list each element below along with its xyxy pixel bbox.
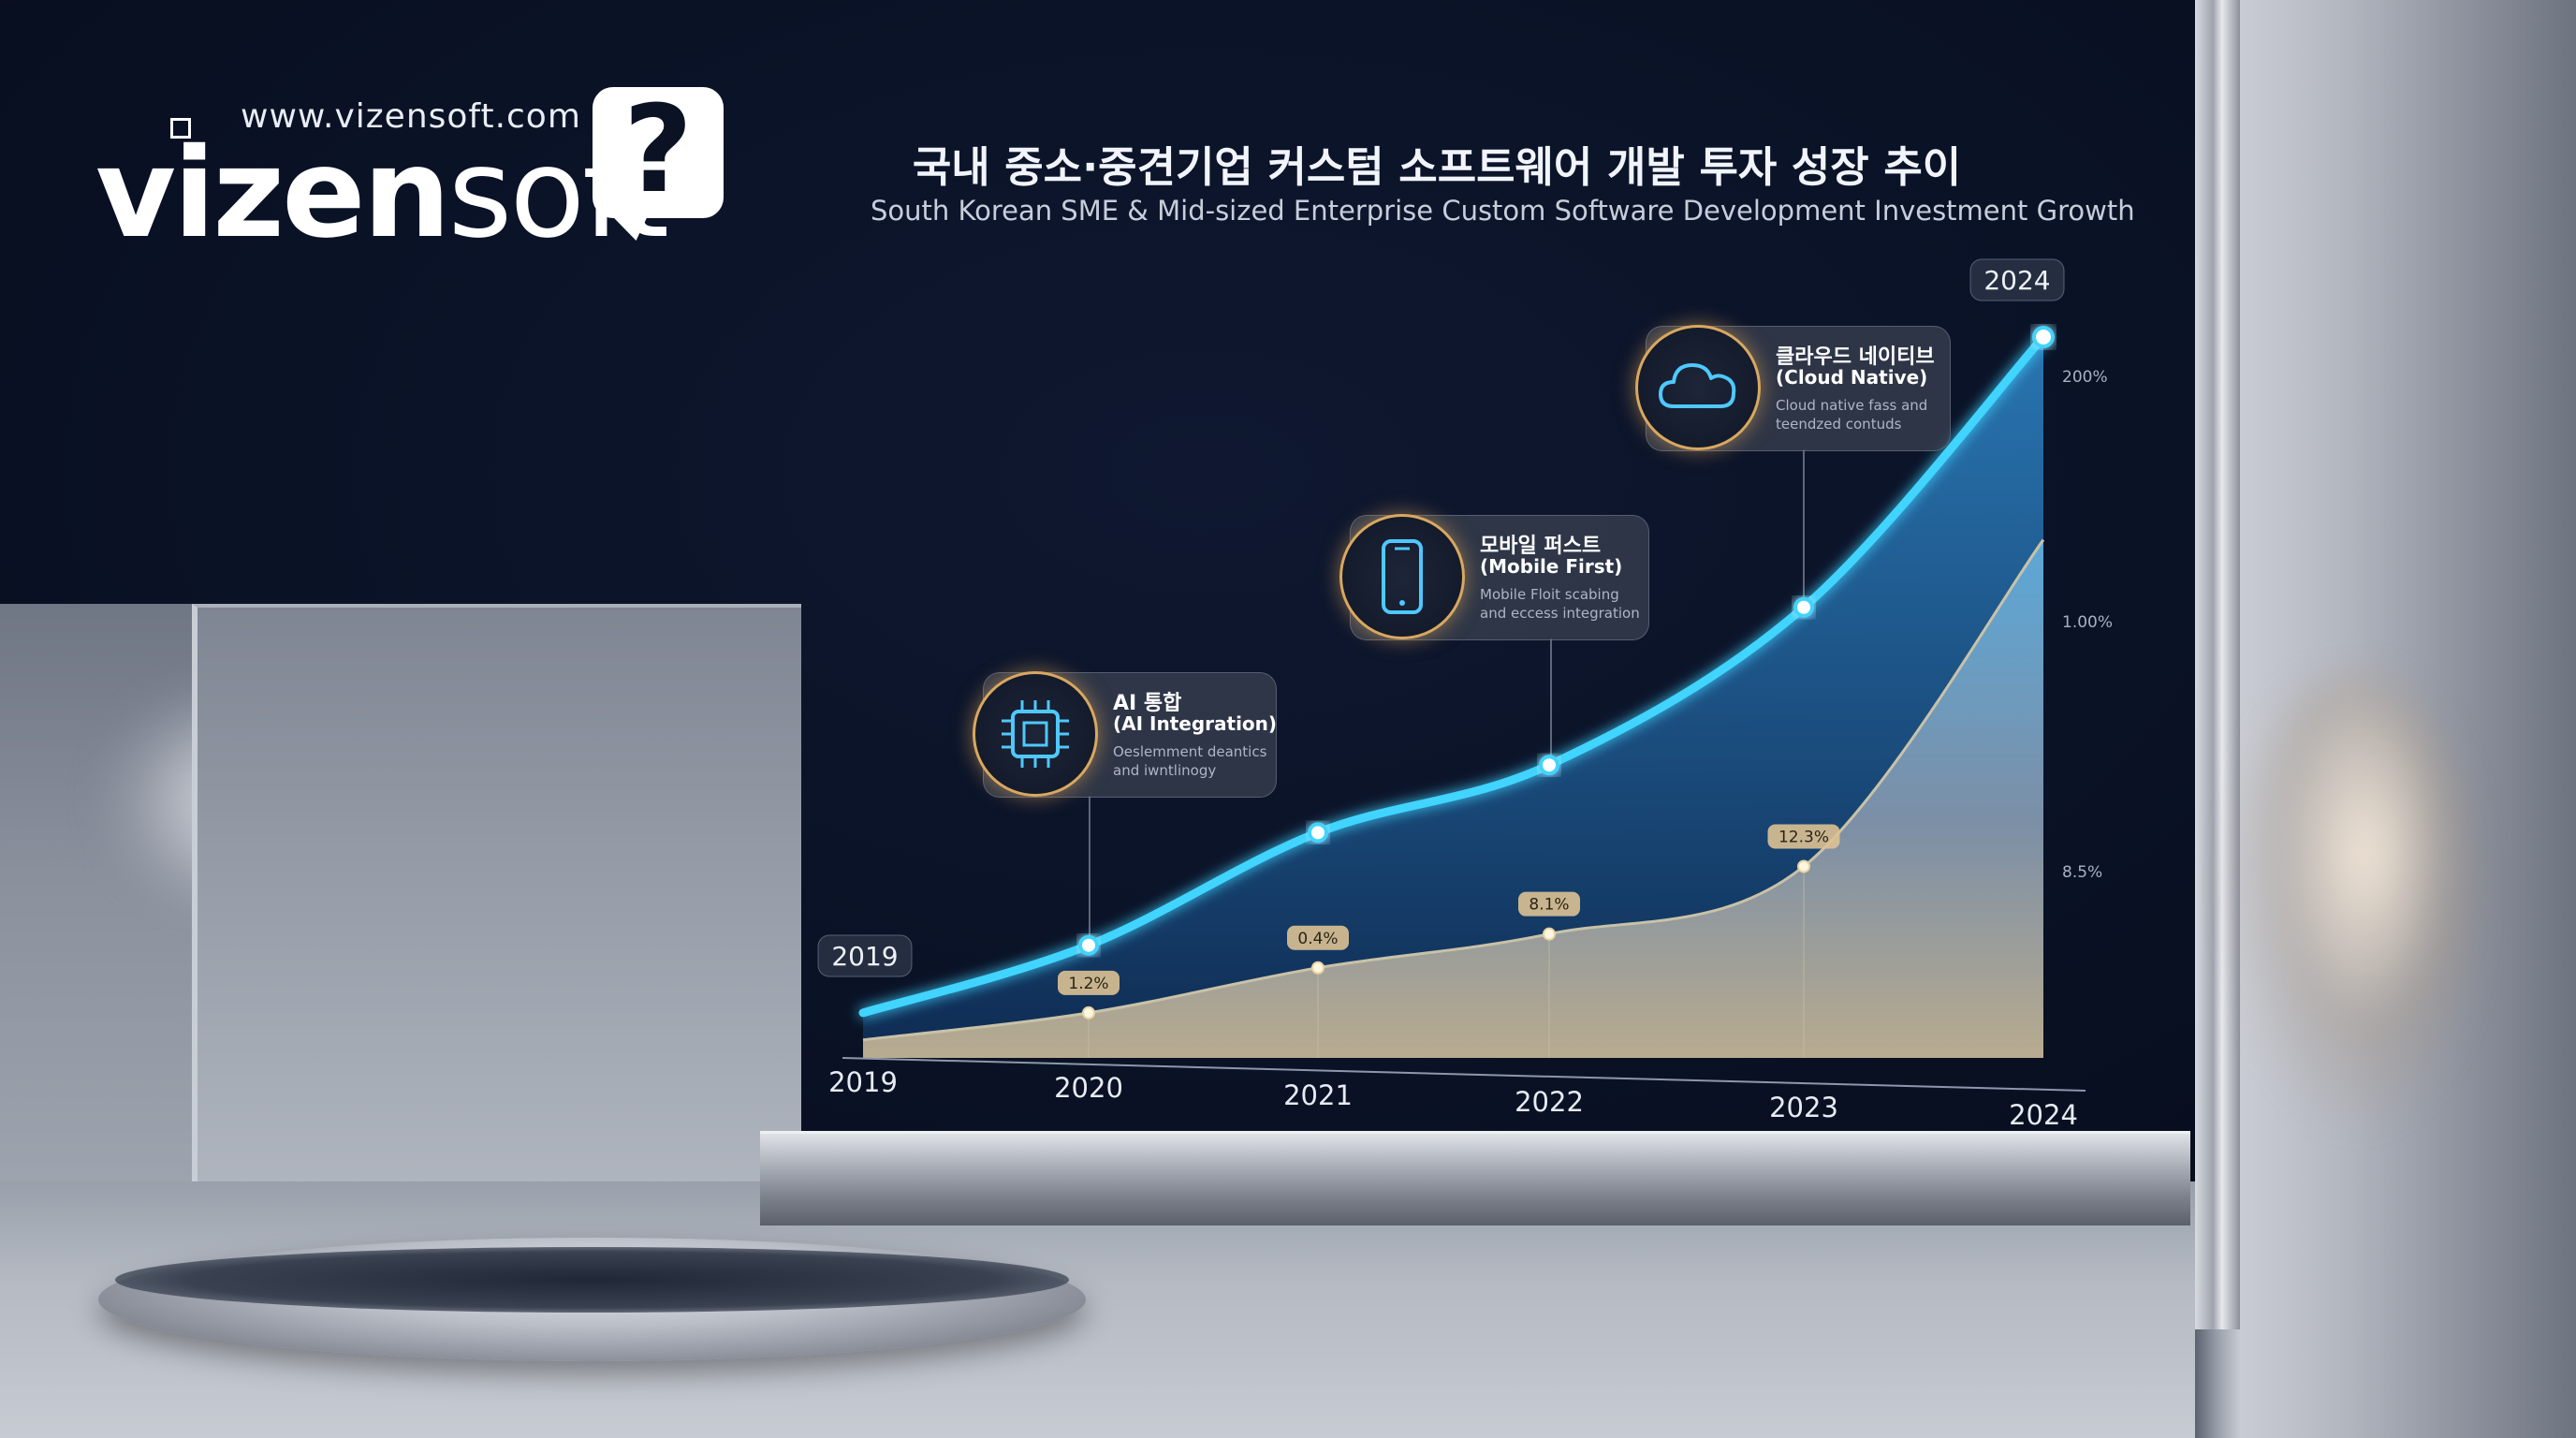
lower-area: [863, 539, 2043, 1058]
x-tick-label: 2024: [2009, 1099, 2078, 1131]
lower-series-line: [862, 538, 2045, 1042]
x-tick-label: 2019: [828, 1066, 898, 1098]
logo-bold-text: vizen: [95, 122, 451, 266]
value-label: 8.1%: [1529, 896, 1569, 915]
glass-pane: [192, 604, 801, 1282]
year-pill: [817, 934, 913, 977]
callout-description-line: Mobile Floit scabing: [1480, 586, 1619, 603]
callout-label-ko: AI 통합: [1113, 692, 1182, 715]
callout-label-en: (Cloud Native): [1776, 366, 1928, 389]
screen-frame-edge: [2195, 0, 2240, 1329]
callout-description: Oeslemment deantics and iwntlinogy: [1113, 742, 1266, 780]
callout-label-en: (AI Integration): [1113, 712, 1278, 735]
upper-point: [1539, 755, 1559, 776]
side-panel: [2195, 0, 2576, 1438]
upper-area: [863, 337, 2043, 1058]
year-pill: [1969, 258, 2065, 301]
x-axis-line: [842, 1057, 2086, 1092]
value-pill: [1767, 824, 1840, 849]
year-pill-label: 2024: [1983, 265, 2050, 296]
callout-description-line: and eccess integration: [1480, 605, 1640, 622]
value-label: 0.4%: [1297, 930, 1338, 948]
callout-mobile-first: 모바일 퍼스트 (Mobile First) Mobile Floit scabin…: [1339, 514, 1649, 640]
callout-description: Mobile Floit scabing and eccess integrati…: [1480, 585, 1640, 623]
lower-point: [1543, 927, 1556, 941]
callout-label-ko: 모바일 퍼스트: [1480, 535, 1602, 558]
x-tick-label: 2021: [1283, 1079, 1353, 1111]
chip-icon: [973, 671, 1098, 797]
x-tick-label: 2022: [1515, 1086, 1584, 1118]
y-tick-label: 1.00%: [2062, 613, 2113, 632]
upper-point: [2032, 326, 2055, 348]
x-tick-label: 2020: [1054, 1072, 1123, 1104]
callout-description-line: and iwntlinogy: [1113, 762, 1217, 779]
callout-description: Cloud native fass and teendzed contuds: [1776, 396, 1927, 433]
lower-point: [1082, 1005, 1095, 1020]
value-pill: [1287, 925, 1349, 950]
callout-description-line: teendzed contuds: [1776, 416, 1902, 433]
callout-ai-integration: AI 통합 (AI Integration) Oeslemment deantics…: [973, 671, 1278, 798]
glass-panel: [0, 604, 801, 1282]
background-bokeh: [2232, 674, 2476, 1123]
y-tick-label: 200%: [2062, 368, 2108, 387]
y-tick-label: 8.5%: [2062, 863, 2102, 882]
year-pill-label: 2019: [831, 941, 898, 972]
callout-label-en: (Mobile First): [1480, 555, 1623, 578]
callout-description-line: Oeslemment deantics: [1113, 743, 1267, 760]
growth-chart: 2019 2020 2021 2022 2023 2024 200% 1.00% 8.5% 1.2…: [817, 258, 2113, 1131]
lower-point: [1797, 859, 1810, 873]
value-pill: [1518, 891, 1580, 917]
callout-label-ko: 클라우드 네이티브: [1776, 345, 1935, 369]
upper-point: [1078, 934, 1099, 956]
callout-description-line: Cloud native fass and: [1776, 397, 1928, 414]
upper-point: [1308, 822, 1328, 844]
value-pill: [1058, 970, 1120, 995]
cloud-icon: [1635, 325, 1761, 450]
value-label: 12.3%: [1778, 828, 1829, 846]
chart-title: 국내 중소·중견기업 커스텀 소프트웨어 개발 투자 성장 추이: [912, 142, 1962, 192]
upper-point: [1793, 596, 1814, 618]
question-badge-icon: ?: [593, 81, 724, 220]
question-mark: ?: [622, 81, 694, 220]
chart-subtitle: South Korean SME & Mid-sized Enterprise …: [871, 195, 2135, 227]
lower-point: [1311, 961, 1325, 975]
metal-stand: [760, 1131, 2190, 1225]
x-tick-label: 2023: [1769, 1092, 1838, 1123]
brand-url[interactable]: www.vizensoft.com: [241, 97, 581, 136]
callout-cloud-native: 클라우드 네이티브 (Cloud Native) Cloud native fass…: [1635, 325, 1951, 451]
value-label: 1.2%: [1068, 975, 1108, 993]
metal-disc: [98, 1238, 1086, 1361]
upper-series-line: [858, 332, 2048, 1018]
phone-icon: [1339, 514, 1465, 639]
brand-square-icon: [170, 118, 191, 139]
